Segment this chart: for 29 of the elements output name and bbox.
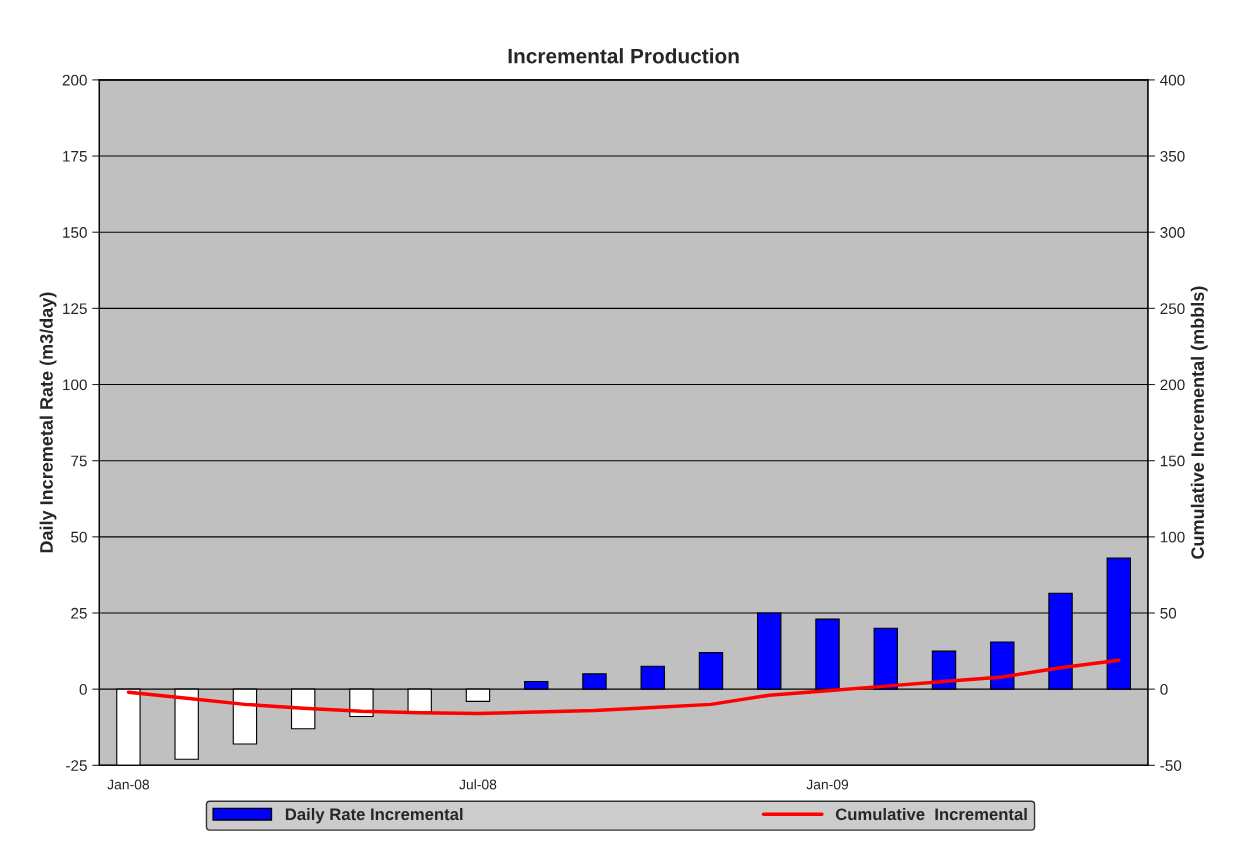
y2-tick-label: 300 bbox=[1160, 227, 1185, 238]
y-tick-label: -25 bbox=[66, 760, 87, 771]
y-tick-label: 0 bbox=[79, 684, 87, 695]
y-tick-label: 25 bbox=[71, 607, 87, 619]
y-tick-label: 50 bbox=[71, 531, 87, 543]
chart-title: Incremental Production bbox=[508, 48, 739, 64]
x-tick-label: Jan-09 bbox=[806, 779, 849, 790]
y-axis-title: Daily Incremetal Rate (m3/day) bbox=[39, 292, 57, 553]
line-series bbox=[126, 658, 1121, 716]
y-tick-label: 100 bbox=[63, 379, 87, 391]
y2-tick-label: 0 bbox=[1160, 684, 1168, 695]
y2-axis-title: Cumulative Incremental (mbbls) bbox=[1190, 286, 1208, 559]
y2-tick-label: 400 bbox=[1160, 74, 1185, 86]
x-tick-label: Jul-08 bbox=[459, 779, 497, 790]
y2-tick-label: 200 bbox=[1160, 379, 1185, 391]
y2-tick-label: -50 bbox=[1160, 760, 1182, 771]
legend-label: Daily Rate Incremental bbox=[285, 807, 463, 824]
y-tick-label: 200 bbox=[62, 74, 87, 86]
y2-tick-label: 350 bbox=[1160, 150, 1185, 162]
y-tick-label: 150 bbox=[63, 227, 87, 238]
y2-tick-label: 50 bbox=[1160, 607, 1177, 619]
legend-label: Cumulative Incremental bbox=[835, 807, 1027, 821]
y2-tick-label: 100 bbox=[1160, 531, 1185, 543]
y-tick-label: 175 bbox=[63, 151, 87, 162]
y-tick-label: 75 bbox=[71, 455, 87, 467]
x-tick-label: Jan-08 bbox=[107, 779, 150, 790]
y2-tick-label: 250 bbox=[1160, 303, 1185, 315]
y2-tick-label: 150 bbox=[1160, 455, 1185, 467]
y-tick-label: 125 bbox=[63, 303, 87, 315]
